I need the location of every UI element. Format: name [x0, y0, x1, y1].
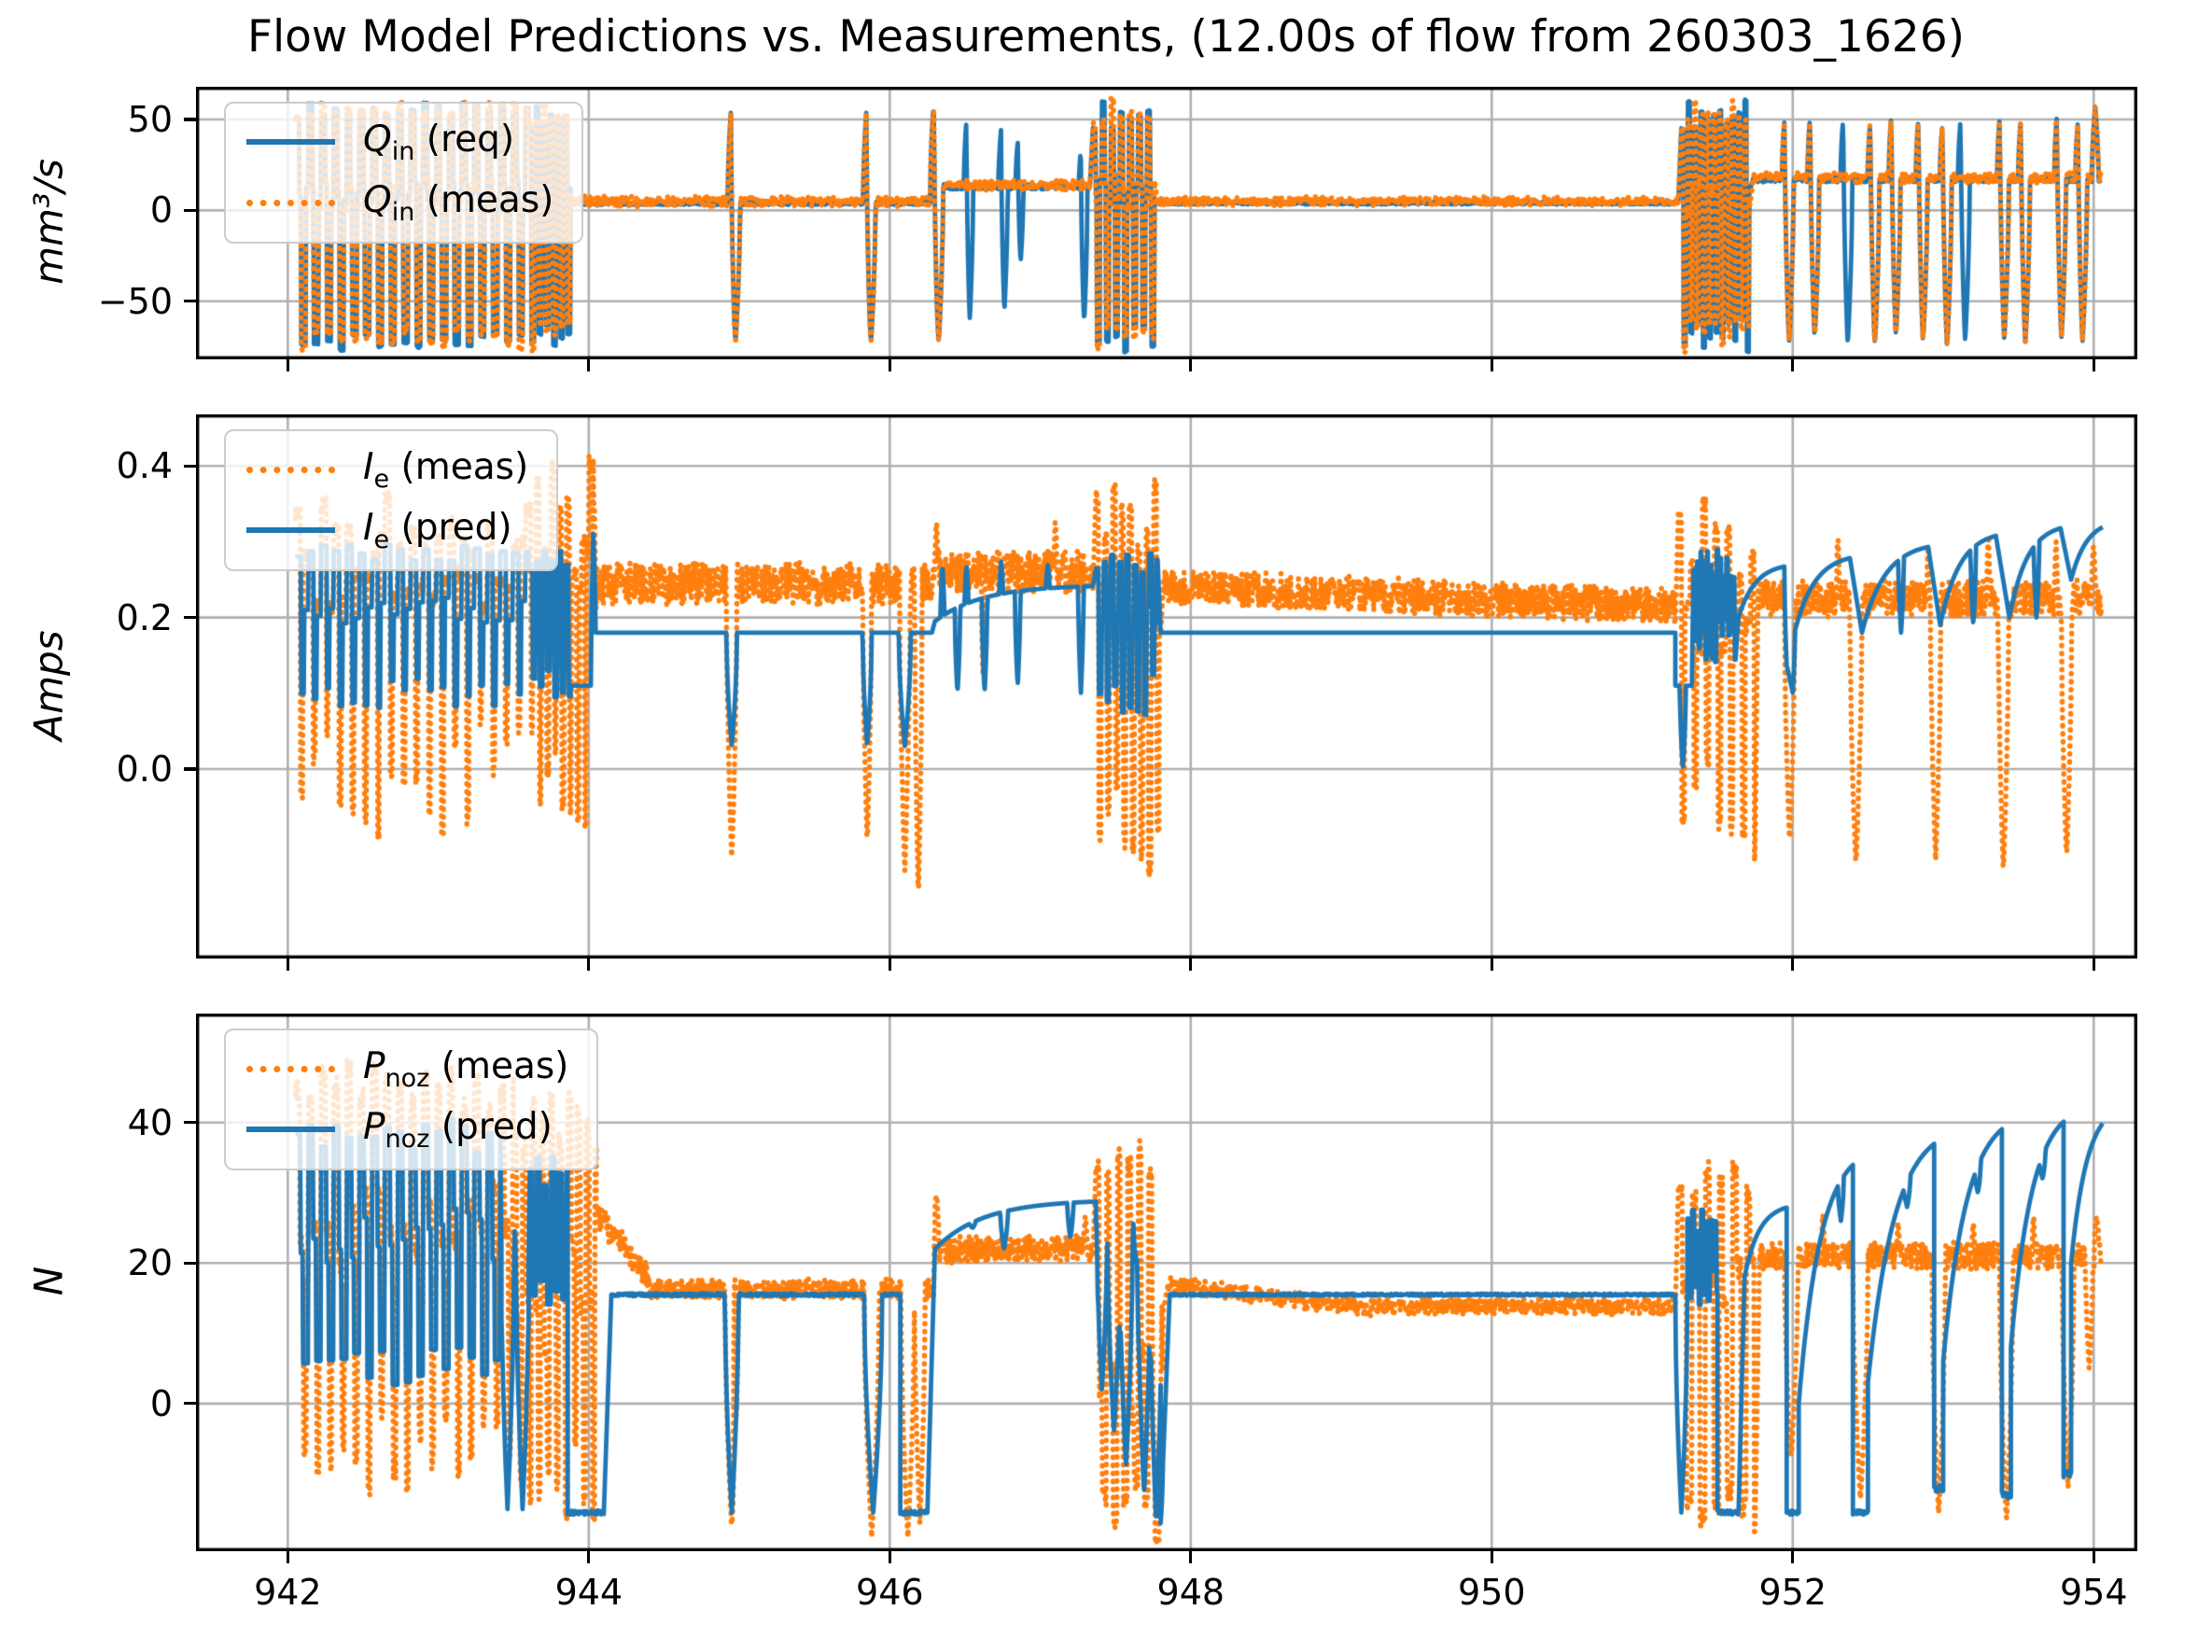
x-tick-mark [286, 1551, 289, 1563]
x-tick-mark [888, 959, 891, 971]
x-tick-mark [1791, 959, 1795, 971]
y-tick-label: 0.0 [116, 749, 173, 790]
x-tick-label: 942 [254, 1572, 322, 1613]
x-tick-mark [587, 1551, 591, 1563]
x-tick-label: 950 [1458, 1572, 1526, 1613]
ylabel-current: Amps [25, 629, 72, 741]
y-tick-label: 0.4 [116, 445, 173, 487]
x-tick-mark [2092, 1551, 2095, 1563]
y-tick-label: 50 [127, 99, 173, 141]
subplot-current: Ie (meas) Ie (pred) [196, 414, 2137, 959]
legend-label: Pnoz (meas) [363, 1045, 569, 1093]
subplot-flow: Qin (req) Qin (meas) [196, 87, 2137, 359]
legend-label: Ie (pred) [363, 506, 512, 554]
y-tick-mark [184, 1402, 196, 1406]
legend-line-dotted-sample [246, 1065, 335, 1072]
x-tick-mark [1791, 359, 1795, 371]
x-tick-mark [1791, 1551, 1795, 1563]
y-tick-label: 0 [149, 189, 173, 231]
x-tick-mark [1189, 959, 1193, 971]
x-tick-label: 952 [1758, 1572, 1827, 1613]
y-tick-mark [184, 1121, 196, 1125]
x-tick-mark [2092, 959, 2095, 971]
legend-entry: Qin (req) [246, 119, 553, 166]
y-tick-mark [184, 464, 196, 468]
x-tick-mark [2092, 359, 2095, 371]
legend-flow: Qin (req) Qin (meas) [224, 102, 584, 244]
y-tick-label: 20 [127, 1242, 173, 1284]
legend-label: Ie (meas) [363, 446, 529, 494]
x-tick-label: 948 [1156, 1572, 1225, 1613]
legend-line-solid-sample [246, 527, 335, 534]
x-tick-mark [286, 359, 289, 371]
x-tick-label: 946 [856, 1572, 924, 1613]
x-tick-mark [1490, 359, 1493, 371]
x-tick-label: 954 [2059, 1572, 2128, 1613]
legend-label: Qin (meas) [363, 178, 554, 227]
y-tick-mark [184, 208, 196, 212]
legend-line-solid-sample [246, 139, 335, 146]
x-tick-mark [1189, 1551, 1193, 1563]
x-tick-mark [1490, 959, 1493, 971]
legend-entry: Qin (meas) [246, 179, 553, 227]
legend-entry: Pnoz (meas) [246, 1045, 568, 1093]
legend-force: Pnoz (meas) Pnoz (pred) [224, 1029, 599, 1170]
x-tick-mark [888, 359, 891, 371]
y-tick-label: 0 [149, 1382, 173, 1424]
legend-entry: Ie (meas) [246, 446, 528, 494]
y-tick-label: 40 [127, 1101, 173, 1143]
legend-label: Pnoz (pred) [363, 1105, 553, 1154]
x-tick-mark [286, 959, 289, 971]
x-tick-label: 944 [554, 1572, 623, 1613]
legend-line-dotted-sample [246, 466, 335, 473]
legend-entry: Pnoz (pred) [246, 1106, 568, 1154]
y-tick-mark [184, 118, 196, 121]
legend-line-dotted-sample [246, 199, 335, 206]
y-tick-label: 0.2 [116, 596, 173, 638]
y-tick-label: −50 [97, 280, 173, 322]
subplot-force: Pnoz (meas) Pnoz (pred) [196, 1014, 2137, 1551]
legend-current: Ie (meas) Ie (pred) [224, 429, 559, 571]
y-tick-mark [184, 1261, 196, 1265]
legend-entry: Ie (pred) [246, 507, 528, 554]
legend-line-solid-sample [246, 1127, 335, 1133]
y-tick-mark [184, 616, 196, 620]
x-tick-mark [1490, 1551, 1493, 1563]
y-tick-mark [184, 767, 196, 771]
y-tick-mark [184, 300, 196, 303]
x-tick-mark [1189, 359, 1193, 371]
legend-label: Qin (req) [363, 119, 515, 166]
x-tick-mark [587, 959, 591, 971]
x-tick-mark [888, 1551, 891, 1563]
x-tick-mark [587, 359, 591, 371]
chart-title: Flow Model Predictions vs. Measurements,… [247, 11, 1965, 63]
